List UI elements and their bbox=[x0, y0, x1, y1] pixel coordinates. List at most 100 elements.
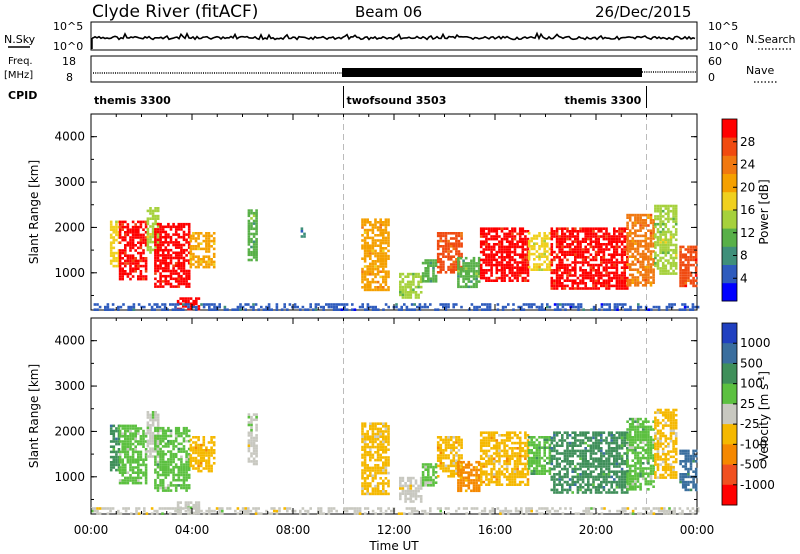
echo-cell bbox=[659, 259, 662, 262]
echo-cell bbox=[151, 222, 155, 226]
echo-cell bbox=[169, 434, 173, 438]
echo-cell bbox=[376, 260, 380, 263]
echo-cell bbox=[452, 268, 456, 271]
echo-cell bbox=[535, 454, 539, 457]
echo-cell bbox=[647, 260, 650, 264]
echo-cell bbox=[371, 247, 375, 250]
echo-cell bbox=[177, 473, 181, 477]
echo-cell bbox=[524, 436, 527, 440]
echo-cell bbox=[455, 258, 458, 261]
echo-cell bbox=[644, 232, 648, 235]
echo-cell bbox=[524, 253, 527, 256]
echo-cell bbox=[156, 248, 160, 252]
echo-cell bbox=[498, 243, 501, 246]
echo-cell bbox=[167, 460, 170, 464]
echo-cell bbox=[338, 308, 341, 311]
echo-cell bbox=[540, 467, 544, 470]
echo-cell bbox=[628, 234, 632, 238]
echo-cell bbox=[429, 476, 433, 479]
echo-cell bbox=[518, 253, 522, 256]
echo-cell bbox=[475, 277, 478, 281]
echo-cell bbox=[527, 436, 531, 439]
echo-cell bbox=[516, 460, 519, 463]
echo-cell bbox=[592, 232, 595, 236]
echo-cell bbox=[213, 305, 216, 309]
echo-cell bbox=[584, 256, 587, 259]
echo-cell bbox=[516, 441, 519, 445]
echo-cell bbox=[374, 288, 377, 292]
echo-cell bbox=[197, 454, 200, 457]
echo-cell bbox=[384, 438, 388, 441]
echo-cell bbox=[620, 282, 624, 285]
echo-cell bbox=[182, 429, 186, 433]
echo-cell bbox=[626, 250, 629, 253]
echo-cell bbox=[382, 267, 385, 271]
echo-cell bbox=[692, 279, 695, 282]
echo-cell bbox=[210, 258, 213, 261]
echo-cell bbox=[479, 434, 483, 437]
echo-cell bbox=[131, 267, 135, 270]
echo-cell bbox=[589, 473, 593, 476]
echo-cell bbox=[467, 476, 471, 480]
echo-cell bbox=[112, 246, 116, 250]
echo-cell bbox=[154, 207, 157, 210]
echo-cell bbox=[568, 253, 572, 256]
echo-cell bbox=[500, 266, 504, 269]
echo-cell bbox=[444, 303, 448, 306]
echo-cell bbox=[577, 305, 580, 309]
echo-cell bbox=[631, 239, 635, 243]
echo-cell bbox=[540, 237, 544, 240]
echo-cell bbox=[584, 449, 587, 453]
echo-cell bbox=[106, 308, 110, 311]
echo-cell bbox=[205, 245, 208, 248]
echo-cell bbox=[623, 266, 626, 269]
echo-cell bbox=[479, 271, 483, 275]
echo-cell bbox=[485, 460, 488, 463]
echo-cell bbox=[376, 254, 380, 258]
echo-cell bbox=[505, 436, 509, 440]
echo-cell bbox=[566, 237, 569, 241]
echo-cell bbox=[187, 463, 191, 466]
echo-cell bbox=[300, 235, 304, 238]
echo-cell bbox=[679, 250, 682, 254]
echo-cell bbox=[589, 240, 593, 243]
echo-cell bbox=[659, 230, 662, 234]
echo-cell bbox=[524, 462, 527, 466]
echo-cell bbox=[657, 305, 661, 309]
echo-cell bbox=[503, 258, 506, 262]
echo-cell bbox=[540, 472, 544, 475]
echo-cell bbox=[434, 471, 438, 474]
echo-cell bbox=[656, 215, 660, 218]
echo-cell bbox=[371, 244, 375, 247]
echo-cell bbox=[185, 486, 188, 490]
echo-cell bbox=[449, 255, 453, 258]
echo-cell bbox=[500, 263, 504, 267]
echo-cell bbox=[382, 456, 385, 459]
echo-cell bbox=[444, 250, 448, 253]
echo-cell bbox=[130, 308, 133, 311]
echo-cell bbox=[479, 457, 483, 460]
echo-cell bbox=[620, 276, 624, 280]
echo-cell bbox=[526, 470, 530, 473]
echo-cell bbox=[180, 222, 183, 226]
echo-cell bbox=[664, 248, 668, 252]
echo-cell bbox=[550, 449, 554, 453]
echo-cell bbox=[432, 471, 435, 474]
echo-cell bbox=[475, 466, 478, 469]
echo-cell bbox=[156, 460, 160, 464]
echo-cell bbox=[652, 263, 655, 266]
echo-cell bbox=[479, 240, 483, 243]
echo-cell bbox=[442, 305, 445, 309]
echo-cell bbox=[636, 252, 640, 256]
echo-cell bbox=[516, 266, 519, 269]
echo-cell bbox=[679, 284, 682, 288]
echo-cell bbox=[649, 232, 653, 235]
echo-cell bbox=[197, 234, 200, 238]
echo-cell bbox=[546, 250, 549, 253]
echo-cell bbox=[652, 234, 655, 238]
echo-cell bbox=[412, 278, 415, 281]
echo-cell bbox=[492, 447, 496, 450]
echo-cell bbox=[212, 436, 216, 439]
echo-cell bbox=[563, 473, 567, 476]
echo-cell bbox=[442, 247, 445, 251]
